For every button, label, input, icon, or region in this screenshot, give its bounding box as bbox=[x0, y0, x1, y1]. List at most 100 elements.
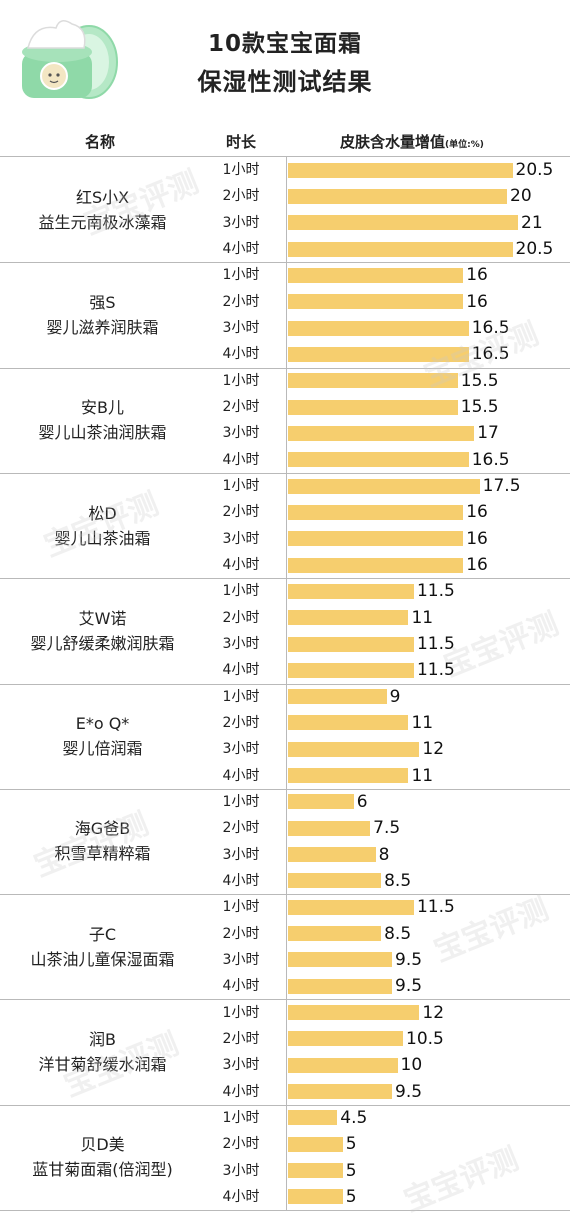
product-subtitle: 婴儿倍润霜 bbox=[62, 739, 143, 759]
group-divider bbox=[0, 894, 570, 896]
bar bbox=[288, 557, 464, 573]
product-brand: 润B bbox=[89, 1030, 116, 1050]
bar-value-label: 16 bbox=[466, 502, 488, 523]
bar bbox=[288, 425, 475, 441]
bar bbox=[288, 1005, 420, 1021]
bar bbox=[288, 1136, 343, 1152]
time-label: 4小时 bbox=[222, 767, 260, 784]
product-name: 红S小X 益生元南极冰藻霜 bbox=[0, 185, 205, 235]
bar-value-label: 8.5 bbox=[384, 923, 412, 944]
product-subtitle: 益生元南极冰藻霜 bbox=[38, 212, 167, 232]
product-subtitle: 蓝甘菊面霜(倍润型) bbox=[32, 1160, 173, 1180]
bar bbox=[288, 320, 469, 336]
group-divider bbox=[0, 472, 570, 474]
bar bbox=[288, 452, 469, 468]
bar bbox=[288, 610, 409, 626]
bar-value-label: 10.5 bbox=[406, 1028, 444, 1049]
bar bbox=[288, 1031, 403, 1047]
time-label: 3小时 bbox=[222, 1057, 260, 1074]
bar-value-label: 8.5 bbox=[384, 870, 412, 891]
bar bbox=[288, 899, 414, 915]
time-label: 4小时 bbox=[222, 978, 260, 995]
bar bbox=[288, 1110, 338, 1126]
watermark-text: 宝宝评测 bbox=[439, 606, 564, 684]
time-label: 2小时 bbox=[222, 714, 260, 731]
product-brand: 强S bbox=[89, 292, 116, 312]
bar bbox=[288, 978, 393, 994]
bar-value-label: 5 bbox=[345, 1186, 357, 1207]
bar-value-label: 11 bbox=[411, 607, 434, 628]
time-label: 4小时 bbox=[222, 346, 260, 363]
time-label: 2小时 bbox=[222, 504, 260, 521]
time-label: 2小时 bbox=[222, 820, 260, 837]
column-header-value-label: 皮肤含水量增值 bbox=[340, 133, 446, 151]
title-line-2: 保湿性测试结果 bbox=[197, 68, 373, 96]
bar bbox=[288, 188, 508, 204]
bar-value-label: 20 bbox=[510, 186, 532, 207]
bar-value-label: 9 bbox=[389, 686, 401, 707]
bar-value-label: 8 bbox=[378, 844, 390, 865]
bar-value-label: 9.5 bbox=[395, 1081, 423, 1102]
bar-value-label: 11.5 bbox=[416, 581, 455, 602]
bar-value-label: 5 bbox=[345, 1160, 357, 1181]
time-label: 4小时 bbox=[222, 241, 260, 258]
time-label: 3小时 bbox=[222, 741, 260, 758]
product-subtitle: 洋甘菊舒缓水润霜 bbox=[38, 1055, 167, 1075]
group-divider bbox=[0, 788, 570, 790]
bar-value-label: 21 bbox=[521, 212, 543, 233]
bar bbox=[288, 689, 387, 705]
bar bbox=[288, 1163, 343, 1178]
product-brand: 海G爸B bbox=[74, 819, 131, 839]
bar-value-label: 11 bbox=[411, 712, 434, 733]
bar-value-label: 11.5 bbox=[416, 660, 455, 681]
bar bbox=[288, 346, 469, 362]
time-label: 1小时 bbox=[222, 162, 260, 179]
cream-jar-icon bbox=[22, 20, 118, 99]
group-divider bbox=[0, 578, 570, 580]
time-label: 1小时 bbox=[222, 372, 260, 389]
time-label: 3小时 bbox=[222, 320, 260, 337]
header-divider bbox=[0, 156, 570, 157]
bar-value-label: 5 bbox=[345, 1134, 357, 1155]
watermark-text: 宝宝评测 bbox=[39, 486, 164, 564]
product-subtitle: 婴儿山茶油霜 bbox=[54, 528, 151, 548]
bar bbox=[288, 1084, 393, 1100]
time-label: 4小时 bbox=[222, 662, 260, 679]
product-subtitle: 山茶油儿童保湿面霜 bbox=[30, 949, 175, 969]
watermark-text: 宝宝评测 bbox=[29, 806, 154, 884]
time-label: 4小时 bbox=[222, 1188, 260, 1205]
product-brand: 松D bbox=[88, 503, 117, 523]
bar bbox=[288, 636, 414, 652]
bar-value-label: 11 bbox=[411, 765, 434, 786]
product-name: 子C 山茶油儿童保湿面霜 bbox=[0, 922, 205, 972]
column-header-duration: 时长 bbox=[225, 133, 256, 151]
group-divider bbox=[0, 683, 570, 685]
time-label: 2小时 bbox=[222, 399, 260, 416]
time-label: 3小时 bbox=[222, 530, 260, 547]
bar bbox=[288, 478, 480, 494]
time-label: 2小时 bbox=[222, 609, 260, 626]
bar-value-label: 17.5 bbox=[482, 476, 521, 497]
bar-value-label: 16 bbox=[466, 528, 488, 549]
bar bbox=[288, 926, 382, 942]
time-label: 3小时 bbox=[222, 425, 260, 442]
product-name: 润B 洋甘菊舒缓水润霜 bbox=[0, 1027, 205, 1077]
time-label: 2小时 bbox=[222, 925, 260, 942]
bar-value-label: 16.5 bbox=[471, 449, 510, 470]
product-brand: E*o Q* bbox=[75, 714, 130, 734]
bar-value-label: 9.5 bbox=[395, 976, 423, 997]
bar bbox=[288, 873, 382, 889]
group-divider bbox=[0, 367, 570, 369]
bar bbox=[288, 294, 464, 310]
column-header-unit: (单位:%) bbox=[445, 140, 484, 150]
product-name: 海G爸B 积雪草精粹霜 bbox=[0, 816, 205, 866]
product-brand: 贝D美 bbox=[80, 1135, 125, 1155]
bar bbox=[288, 241, 513, 257]
bar-value-label: 16 bbox=[466, 265, 488, 286]
bar bbox=[288, 399, 458, 415]
product-brand: 安B儿 bbox=[81, 398, 124, 418]
product-name: 艾W诺 婴儿舒缓柔嫩润肤霜 bbox=[0, 606, 205, 656]
time-label: 1小时 bbox=[222, 583, 260, 600]
